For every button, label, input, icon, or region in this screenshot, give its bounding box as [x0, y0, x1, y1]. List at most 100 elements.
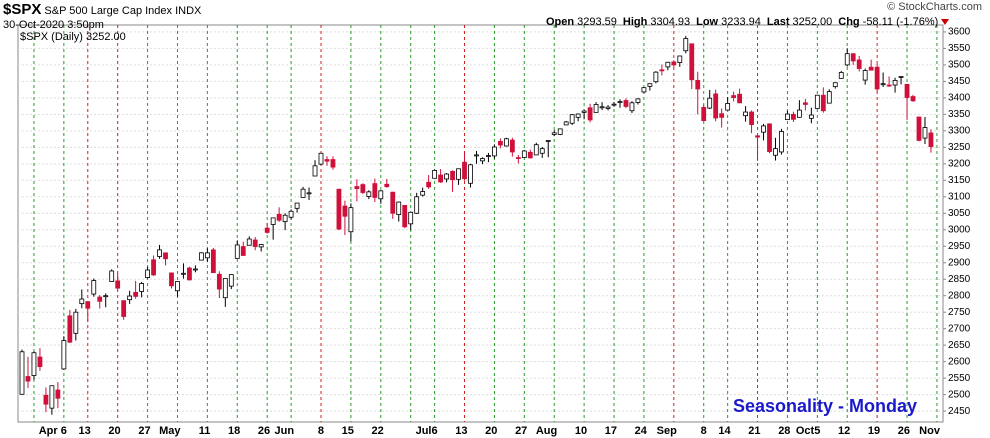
candle-body — [115, 280, 121, 289]
candle-body — [515, 157, 521, 159]
candle-body — [270, 217, 276, 225]
candle-body — [264, 227, 270, 233]
y-tick-label: 3500 — [948, 60, 971, 71]
candle-body — [545, 140, 551, 142]
candle-body — [354, 186, 360, 189]
x-tick-label: Aug — [536, 425, 557, 437]
candle-body — [605, 106, 611, 109]
candle-body — [330, 159, 336, 168]
candle-body — [749, 111, 754, 125]
candle-body — [151, 259, 156, 276]
candle-body — [689, 43, 695, 81]
candle-body — [462, 161, 467, 180]
candle-body — [163, 252, 168, 260]
candle-body — [25, 376, 31, 382]
candle-body — [193, 268, 198, 271]
candle-body — [629, 102, 635, 112]
candle-body — [127, 295, 133, 301]
candle-body — [653, 71, 659, 83]
candle-body — [659, 69, 665, 72]
candle-body — [312, 165, 318, 177]
x-tick-label: 27 — [138, 425, 150, 437]
y-tick-label: 2950 — [948, 241, 971, 252]
candle-body — [288, 210, 294, 218]
y-tick-label: 3100 — [948, 191, 971, 202]
candle-body — [802, 102, 808, 105]
x-tick-label: May — [159, 425, 181, 437]
candle-body — [713, 93, 719, 119]
candle-body — [856, 59, 862, 69]
y-tick-label: 2650 — [948, 340, 971, 351]
candle-body — [767, 123, 772, 153]
candle-body — [450, 171, 455, 181]
candle-body — [175, 281, 180, 292]
y-tick-label: 3300 — [948, 125, 971, 136]
candle-body — [773, 148, 778, 156]
candle-body — [587, 107, 593, 121]
x-tick-label: Oct5 — [796, 425, 820, 437]
x-tick-label: 10 — [575, 425, 587, 437]
candle-body — [474, 154, 479, 157]
candle-body — [157, 249, 162, 257]
candle-body — [480, 158, 485, 162]
candle-body — [737, 93, 742, 104]
candle-body — [49, 385, 55, 409]
candle-body — [755, 135, 760, 138]
candle-body — [468, 164, 473, 184]
candle-body — [617, 101, 623, 103]
candle-body — [497, 140, 503, 146]
candle-body — [503, 138, 509, 147]
candle-body — [486, 155, 491, 157]
candle-body — [252, 239, 258, 247]
candle-body — [599, 106, 605, 109]
candle-body — [91, 280, 97, 295]
candle-body — [665, 61, 671, 68]
candle-body — [779, 131, 784, 153]
symbol: $SPX — [3, 1, 42, 18]
x-tick-label: 27 — [515, 425, 527, 437]
candle-body — [31, 352, 37, 376]
quote-bar: Open 3293.59 High 3304.93 Low 3233.94 Last 3252… — [546, 16, 950, 28]
candle-body — [785, 113, 790, 121]
candle-body — [838, 72, 844, 79]
candle-body — [563, 121, 569, 126]
candle-body — [557, 128, 563, 135]
candle-body — [336, 188, 342, 230]
x-tick-label: 26 — [898, 425, 910, 437]
candle-body — [97, 296, 103, 302]
candle-body — [181, 272, 186, 275]
quote-label: Low — [696, 16, 719, 28]
candle-body — [910, 96, 916, 102]
x-tick-label: Nov — [919, 425, 941, 437]
header-left: $SPX S&P 500 Large Cap Index INDX — [3, 1, 201, 18]
x-tick-label: 13 — [79, 425, 91, 437]
x-tick-label: 11 — [199, 425, 211, 437]
y-tick-label: 3250 — [948, 142, 971, 153]
candle-body — [814, 94, 820, 109]
candle-body — [420, 191, 426, 196]
candle-body — [67, 315, 73, 343]
candle-body — [832, 82, 838, 88]
candle-body — [539, 148, 545, 154]
candle-body — [432, 170, 438, 179]
candle-body — [892, 79, 898, 86]
quote-value: 3233.94 — [721, 16, 761, 28]
x-tick-label: Apr 6 — [39, 425, 67, 437]
candle-body — [306, 192, 312, 195]
candle-body — [348, 207, 354, 233]
candle-body — [808, 114, 814, 119]
candle-body — [276, 213, 282, 221]
candle-body — [731, 95, 737, 98]
y-tick-label: 3600 — [948, 27, 971, 38]
candle-body — [569, 114, 575, 124]
candle-body — [444, 173, 449, 180]
candle-body — [384, 183, 390, 187]
y-tick-label: 2800 — [948, 290, 971, 301]
candle-body — [37, 356, 43, 368]
y-tick-label: 3550 — [948, 43, 971, 54]
x-tick-label: 22 — [372, 425, 384, 437]
candle-body — [246, 238, 252, 246]
candle-body — [928, 132, 934, 148]
candle-body — [551, 132, 557, 135]
